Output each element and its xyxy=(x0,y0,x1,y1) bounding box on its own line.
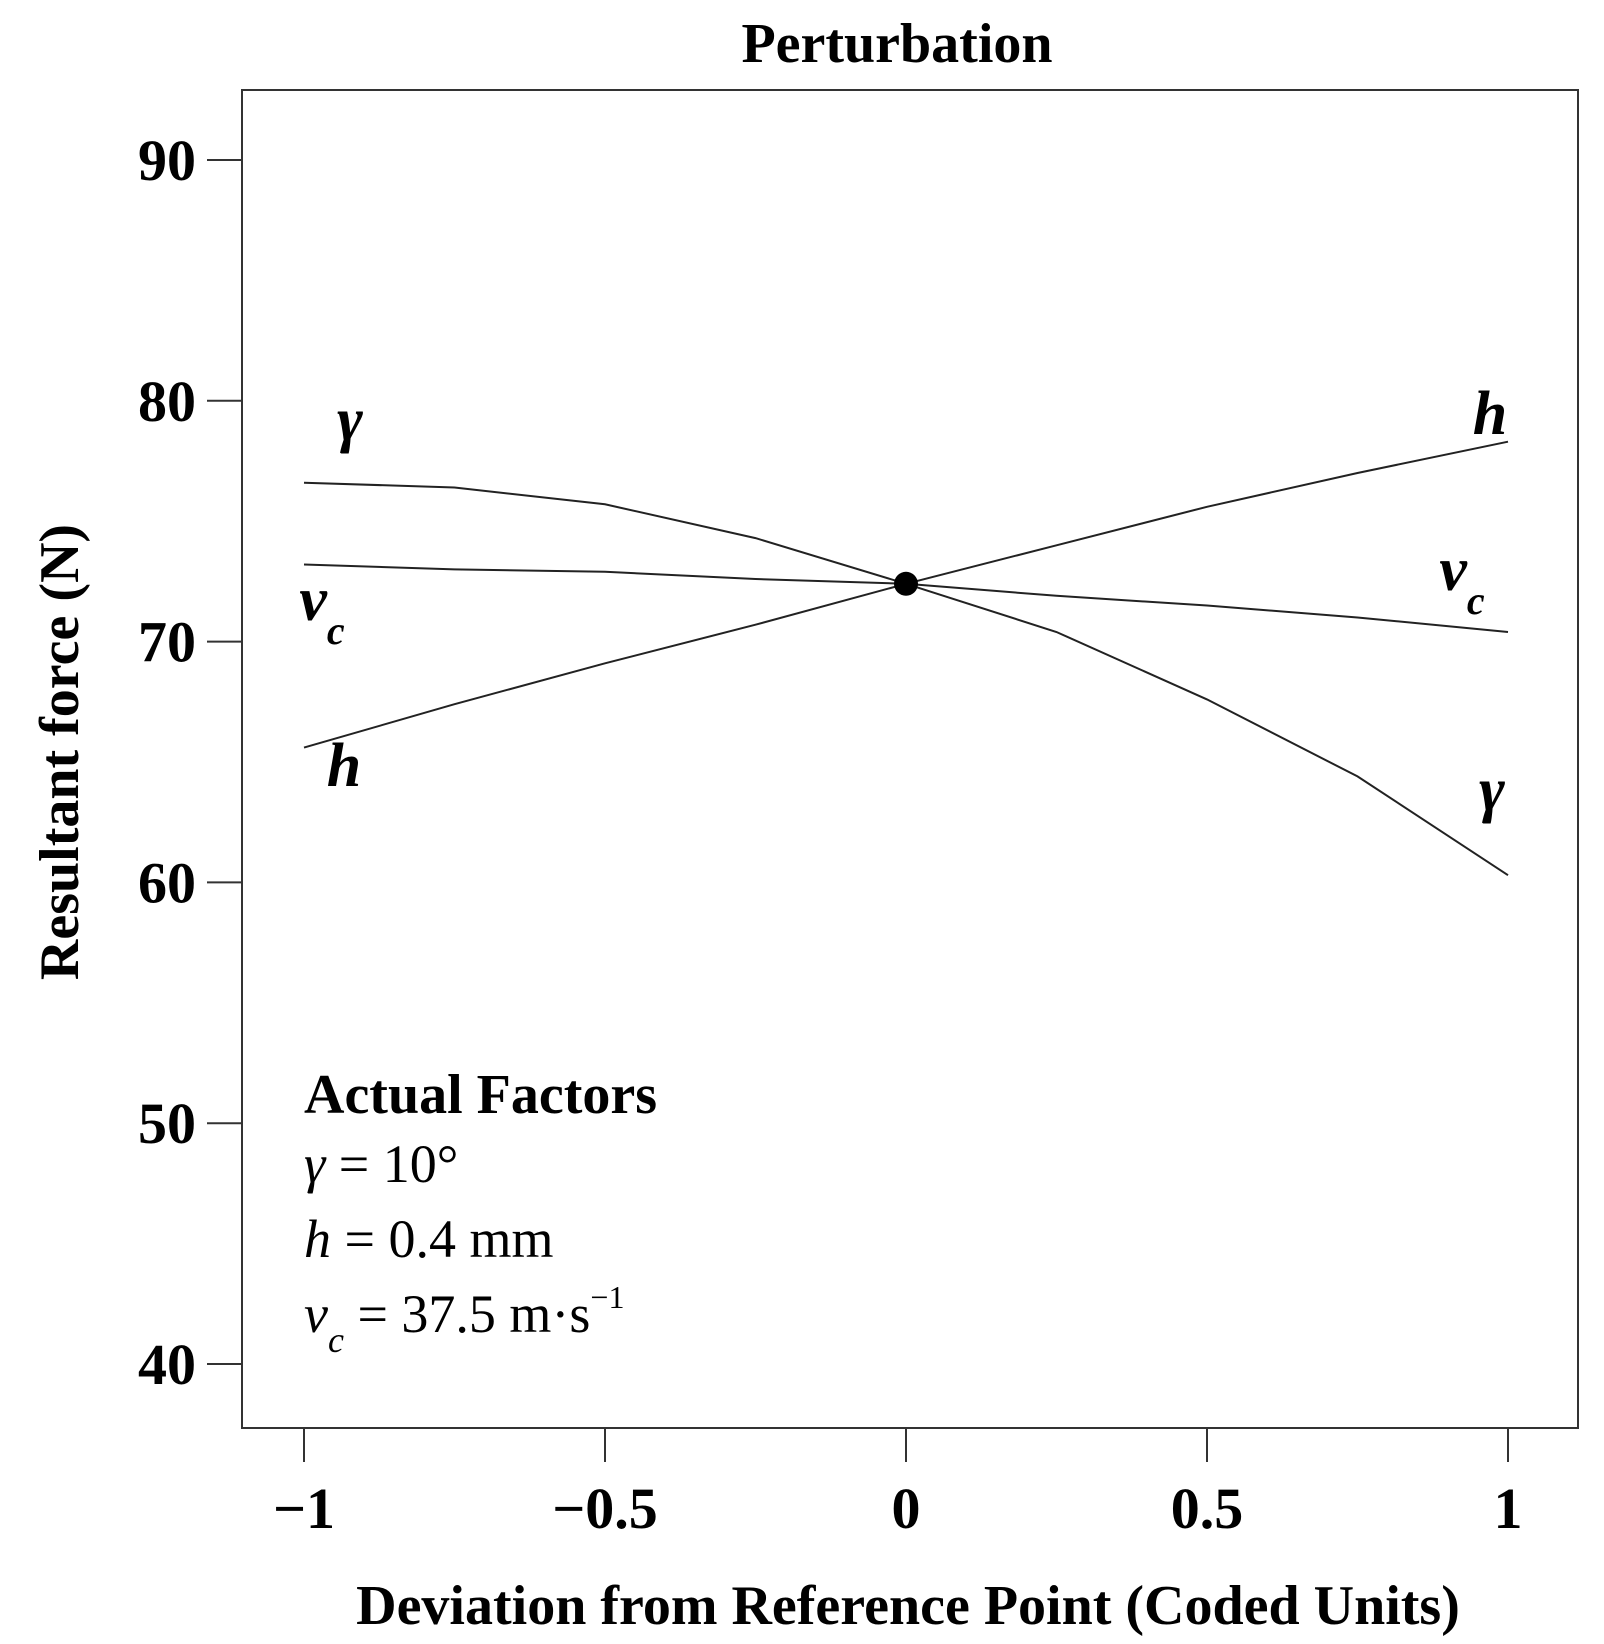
series-line-γ xyxy=(303,481,1509,877)
y-axis-label: Resultant force (N) xyxy=(29,524,91,980)
y-tick-label: 50 xyxy=(138,1091,196,1156)
y-tick-label: 90 xyxy=(138,128,196,193)
y-tick-label: 60 xyxy=(138,850,196,915)
annotation-line: γ = 10° xyxy=(304,1134,458,1194)
chart-title: Perturbation xyxy=(741,13,1052,75)
series-label-left-γ: γ xyxy=(337,386,363,454)
annotation-heading: Actual Factors xyxy=(304,1064,657,1126)
series-label-left-vc: vc xyxy=(299,566,345,653)
actual-factors-annotation: Actual Factors γ = 10° h = 0.4 mm vc = 37.… xyxy=(304,1064,657,1360)
y-axis: 40 50 60 70 80 90 xyxy=(138,128,242,1397)
plot-area-frame xyxy=(241,89,1579,1429)
series-label-right-vc: vc xyxy=(1439,536,1485,623)
y-tick-label: 80 xyxy=(138,369,196,434)
x-axis: −1 −0.5 0 0.5 1 xyxy=(273,1428,1523,1541)
series-label-right-h: h xyxy=(1473,380,1507,448)
series-label-right-γ: γ xyxy=(1479,756,1505,824)
series-labels: γ γ vc vc h h xyxy=(299,380,1507,824)
x-tick-label: 0 xyxy=(892,1476,921,1541)
reference-point-marker xyxy=(894,571,918,596)
x-tick-label: 1 xyxy=(1494,1476,1523,1541)
y-tick-label: 70 xyxy=(138,610,196,675)
annotation-line: vc = 37.5 m·s−1 xyxy=(304,1279,624,1360)
x-axis-label: Deviation from Reference Point (Coded Un… xyxy=(356,1575,1460,1637)
x-tick-label: −0.5 xyxy=(552,1476,658,1541)
series-label-left-h: h xyxy=(327,732,361,800)
x-tick-label: −1 xyxy=(273,1476,335,1541)
annotation-line: h = 0.4 mm xyxy=(304,1209,553,1269)
series-lines xyxy=(303,440,1509,877)
x-tick-label: 0.5 xyxy=(1171,1476,1244,1541)
y-tick-label: 40 xyxy=(138,1332,196,1397)
